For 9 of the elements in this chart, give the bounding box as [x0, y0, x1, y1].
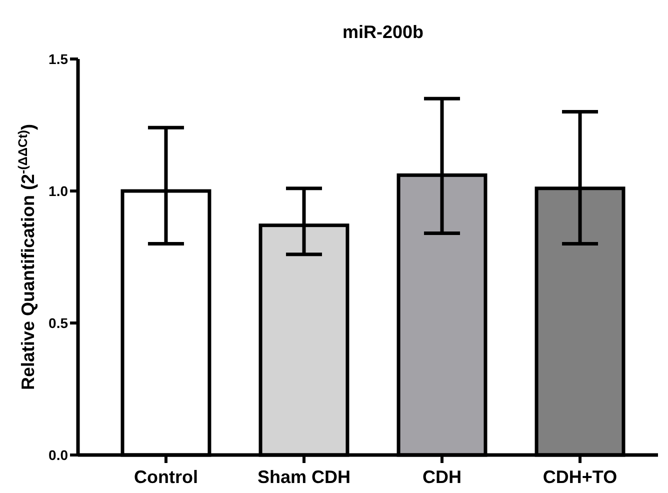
x-tick-label: Sham CDH	[257, 467, 350, 487]
x-tick-label: CDH	[422, 467, 462, 487]
y-tick-label: 0.0	[48, 446, 68, 463]
y-tick-label: 1.5	[48, 50, 68, 67]
chart-title: miR-200b	[342, 22, 424, 42]
x-tick-label: Control	[134, 467, 198, 487]
y-tick-label: 1.0	[48, 182, 68, 199]
x-tick-label: CDH+TO	[542, 467, 618, 487]
y-tick-label: 0.5	[48, 314, 68, 331]
